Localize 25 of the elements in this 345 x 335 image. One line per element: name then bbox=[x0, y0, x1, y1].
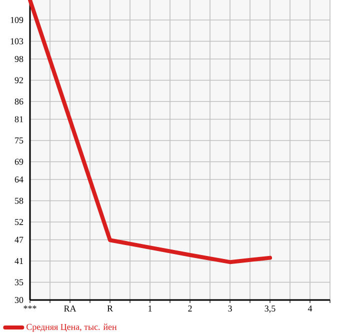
y-tick-label: 81 bbox=[14, 116, 23, 122]
y-tick-label: 47 bbox=[14, 236, 24, 243]
y-tick-label: 52 bbox=[15, 219, 23, 226]
y-tick-label: 64 bbox=[14, 176, 24, 183]
y-tick-label: 86 bbox=[14, 98, 24, 105]
x-tick-label: R bbox=[107, 306, 113, 312]
y-tick-label: 92 bbox=[14, 77, 23, 84]
x-tick-label: RA bbox=[64, 306, 76, 312]
y-tick-label: 109 bbox=[10, 16, 24, 24]
legend-label: Средняя Цена, тыс. йен bbox=[26, 324, 117, 332]
x-tick-label: *** bbox=[24, 306, 36, 309]
x-tick-label: 3 bbox=[228, 306, 232, 312]
y-tick-label: 75 bbox=[15, 138, 24, 144]
y-tick-label: 41 bbox=[14, 258, 23, 264]
y-tick-label: 35 bbox=[14, 279, 24, 286]
y-tick-label: 69 bbox=[14, 158, 24, 165]
x-tick-label: 2 bbox=[188, 306, 192, 312]
line-series bbox=[28, 0, 272, 264]
x-tick-label: 3,5 bbox=[264, 306, 276, 313]
y-tick-label: 103 bbox=[10, 38, 24, 44]
y-tick-label: 58 bbox=[15, 198, 24, 204]
x-tick-label: 4 bbox=[308, 306, 312, 312]
y-tick-label: 30 bbox=[14, 296, 24, 304]
y-tick-label: 98 bbox=[14, 56, 24, 62]
x-tick-label: 1 bbox=[148, 306, 152, 312]
